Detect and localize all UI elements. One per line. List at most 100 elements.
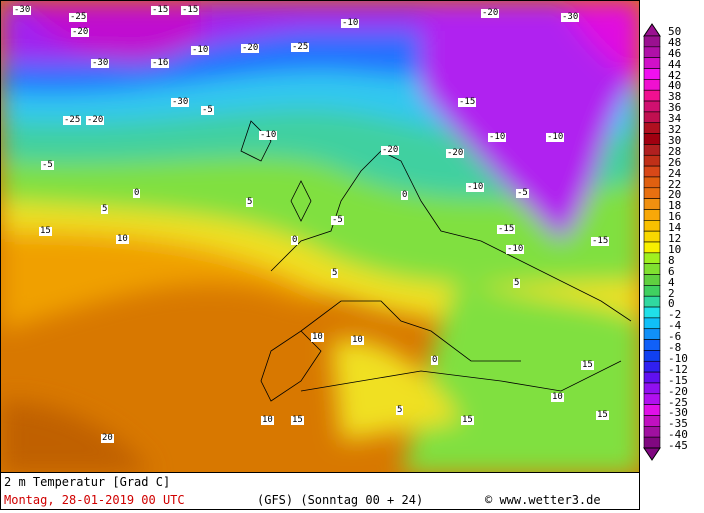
scale-label: 18 bbox=[668, 199, 682, 213]
contour-label: -25 bbox=[291, 42, 310, 52]
scale-swatch bbox=[643, 35, 661, 48]
valid-date: Montag, 28-01-2019 00 UTC bbox=[4, 493, 185, 507]
contour-label: 0 bbox=[431, 355, 439, 365]
scale-min-arrow bbox=[643, 447, 661, 461]
model-run: (GFS) (Sonntag 00 + 24) bbox=[257, 493, 424, 507]
scale-swatch bbox=[643, 360, 661, 373]
scale-swatch bbox=[643, 339, 661, 351]
contour-label: 5 bbox=[101, 204, 109, 214]
contour-label: 15 bbox=[39, 226, 52, 236]
scale-label: 36 bbox=[668, 101, 682, 115]
scale-swatch bbox=[643, 404, 661, 416]
contour-label: -20 bbox=[381, 145, 400, 155]
scale-max-arrow bbox=[643, 23, 661, 37]
contour-label: 10 bbox=[551, 392, 564, 402]
scale-label: 32 bbox=[668, 123, 682, 137]
scale-swatch bbox=[643, 415, 661, 427]
map-title: 2 m Temperatur [Grad C] bbox=[4, 475, 171, 489]
contour-label: -25 bbox=[63, 115, 82, 125]
contour-label: 10 bbox=[261, 415, 274, 425]
contour-label: 20 bbox=[101, 433, 114, 443]
contour-label: 0 bbox=[291, 235, 299, 245]
scale-label: -4 bbox=[668, 319, 682, 333]
scale-swatch bbox=[643, 100, 661, 113]
contour-label: -10 bbox=[488, 132, 507, 142]
scale-label: 26 bbox=[668, 155, 682, 169]
scale-label: 34 bbox=[668, 112, 682, 126]
scale-swatch bbox=[643, 382, 661, 395]
contour-label: -15 bbox=[458, 97, 477, 107]
contour-label: -10 bbox=[341, 18, 360, 28]
contour-label: -30 bbox=[171, 97, 190, 107]
scale-label: -45 bbox=[668, 439, 688, 453]
contour-label: -5 bbox=[516, 188, 529, 198]
contour-label: 10 bbox=[311, 332, 324, 342]
contour-label: 5 bbox=[246, 197, 254, 207]
scale-swatch bbox=[643, 57, 661, 69]
scale-swatch bbox=[643, 306, 661, 319]
scale-swatch bbox=[643, 68, 661, 80]
scale-label: 10 bbox=[668, 242, 682, 256]
scale-swatch bbox=[643, 274, 661, 286]
scale-swatch bbox=[643, 111, 661, 124]
contour-label: -30 bbox=[91, 58, 110, 68]
scale-label: -20 bbox=[668, 384, 688, 398]
contour-label: 15 bbox=[596, 410, 609, 420]
scale-label: 28 bbox=[668, 144, 682, 158]
scale-label: -12 bbox=[668, 362, 688, 376]
scale-swatch bbox=[643, 209, 661, 221]
contour-label: 15 bbox=[581, 360, 594, 370]
scale-swatch bbox=[643, 154, 661, 167]
contour-label: -20 bbox=[241, 43, 260, 53]
scale-label: 24 bbox=[668, 166, 682, 180]
scale-swatch bbox=[643, 426, 661, 438]
contour-label: -20 bbox=[446, 148, 465, 158]
contour-label: -10 bbox=[506, 244, 525, 254]
scale-label: 22 bbox=[668, 177, 682, 191]
contour-label: 0 bbox=[401, 190, 409, 200]
contour-label: -15 bbox=[151, 5, 170, 15]
scale-label: 14 bbox=[668, 221, 682, 235]
contour-label: 15 bbox=[461, 415, 474, 425]
scale-label: 40 bbox=[668, 79, 682, 93]
scale-swatch bbox=[643, 89, 661, 102]
contour-label: 0 bbox=[133, 188, 141, 198]
scale-swatch bbox=[643, 295, 661, 308]
scale-swatch bbox=[643, 220, 661, 232]
contour-label: -30 bbox=[561, 12, 580, 22]
contour-label: 15 bbox=[291, 415, 304, 425]
scale-label: 16 bbox=[668, 210, 682, 224]
scale-swatch bbox=[643, 79, 661, 91]
scale-swatch bbox=[643, 230, 661, 243]
scale-swatch bbox=[643, 144, 661, 156]
contour-label: -5 bbox=[41, 160, 54, 170]
scale-label: -10 bbox=[668, 351, 688, 365]
scale-label: -8 bbox=[668, 341, 682, 355]
color-scale-legend: 50 48 46 44 42 40 38 36 34 32 30 28 26 24 22 20 18 16 14 12… bbox=[640, 0, 704, 473]
scale-label: 8 bbox=[668, 253, 675, 267]
contour-label: 5 bbox=[396, 405, 404, 415]
scale-label: 42 bbox=[668, 68, 682, 82]
scale-label: 46 bbox=[668, 46, 682, 60]
scale-label: 48 bbox=[668, 35, 682, 49]
scale-label: -2 bbox=[668, 308, 682, 322]
contour-label: -10 bbox=[191, 45, 210, 55]
scale-label: 2 bbox=[668, 286, 675, 300]
scale-swatch bbox=[643, 198, 661, 210]
contour-label: -20 bbox=[86, 115, 105, 125]
scale-swatch bbox=[643, 176, 661, 189]
scale-swatch bbox=[643, 436, 661, 449]
scale-swatch bbox=[643, 317, 661, 330]
scale-swatch bbox=[643, 371, 661, 384]
scale-swatch bbox=[643, 393, 661, 405]
contour-label: -5 bbox=[331, 215, 344, 225]
scale-label: 6 bbox=[668, 264, 675, 278]
scale-label: 0 bbox=[668, 297, 675, 311]
scale-swatch bbox=[643, 165, 661, 178]
contour-label: -10 bbox=[466, 182, 485, 192]
scale-label: -25 bbox=[668, 395, 688, 409]
scale-label: 30 bbox=[668, 133, 682, 147]
scale-label: -35 bbox=[668, 417, 688, 431]
scale-label: 4 bbox=[668, 275, 675, 289]
contour-label: -15 bbox=[497, 224, 516, 234]
